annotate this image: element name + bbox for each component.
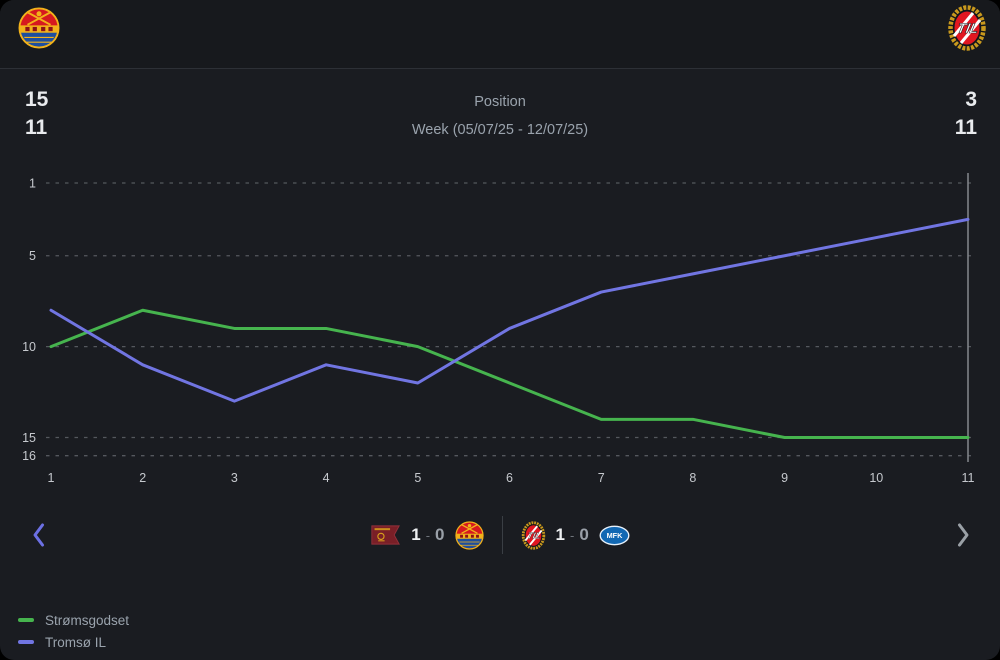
home-team-stats: 15 11 [25,86,48,142]
svg-text:7: 7 [598,471,605,485]
header [0,0,1000,69]
chart-legend: Strømsgodset Tromsø IL [18,609,129,653]
svg-text:5: 5 [414,471,421,485]
stromsgodset-line-swatch-icon [18,618,34,622]
viking-logo-icon [370,523,401,547]
svg-text:16: 16 [22,449,36,463]
match-divider [501,516,503,554]
legend-item-stromsgodset: Strømsgodset [18,609,129,631]
svg-text:4: 4 [323,471,330,485]
away-position-value: 3 [965,88,977,111]
svg-text:9: 9 [781,471,788,485]
away-score: 0 [579,525,589,544]
tromso-line-swatch-icon [18,640,34,644]
legend-label: Tromsø IL [45,634,107,650]
score-separator: - [569,528,575,543]
svg-text:3: 3 [231,471,238,485]
tromso-crest-icon[interactable] [947,5,987,51]
stromsgodset-crest-icon[interactable] [18,7,60,49]
home-score: 1 [555,525,565,544]
svg-text:15: 15 [22,431,36,445]
away-team-stats: 3 11 [955,86,977,142]
chart-section: 1 5 10 15 16 1 2 3 4 5 6 7 8 9 10 11 [0,165,1000,495]
match-results: 1-0 1-0 [0,495,1000,575]
subheader: 15 11 Position Week (05/07/25 - 12/07/25… [0,69,1000,165]
molde-logo-icon [599,525,630,546]
svg-text:10: 10 [22,340,36,354]
svg-text:10: 10 [869,471,883,485]
previous-week-chevron-icon[interactable] [30,521,48,549]
week-navigation-row: 1-0 1-0 [0,495,1000,575]
svg-text:1: 1 [48,471,55,485]
legend-label: Strømsgodset [45,612,130,628]
svg-text:6: 6 [506,471,513,485]
svg-text:8: 8 [689,471,696,485]
match-result-tromso-molde[interactable]: 1-0 [521,521,630,550]
chart-title: Position [474,94,526,110]
next-week-chevron-icon[interactable] [954,521,972,549]
match-score: 1-0 [556,525,589,545]
svg-text:5: 5 [29,249,36,263]
svg-text:2: 2 [139,471,146,485]
svg-text:1: 1 [29,177,36,191]
home-week-value: 11 [25,116,48,139]
away-week-value: 11 [954,116,977,139]
score-separator: - [425,528,431,543]
away-score: 0 [435,525,445,544]
home-score: 1 [411,525,421,544]
chart-week-range: Week (05/07/25 - 12/07/25) [411,122,589,138]
stromsgodset-logo-icon [455,521,484,550]
svg-text:11: 11 [962,471,975,485]
match-result-viking-stromsgodset[interactable]: 1-0 [370,521,483,550]
home-position-value: 15 [25,88,49,111]
legend-item-tromso: Tromsø IL [18,631,129,653]
match-score: 1-0 [411,525,444,545]
tromso-logo-icon [521,521,546,550]
